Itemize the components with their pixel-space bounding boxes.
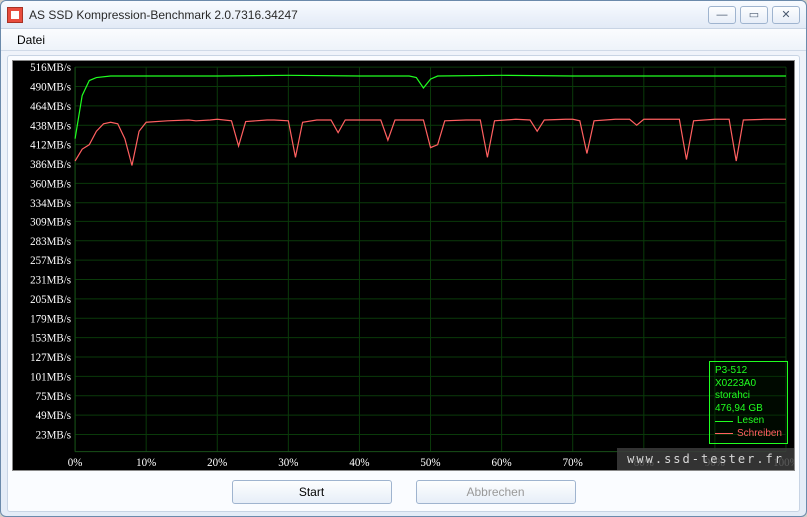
menubar: Datei	[1, 29, 806, 51]
svg-text:23MB/s: 23MB/s	[36, 429, 71, 441]
legend-write: Schreiben	[715, 428, 782, 441]
device-driver: storahci	[715, 390, 782, 403]
svg-text:257MB/s: 257MB/s	[30, 255, 71, 267]
titlebar[interactable]: AS SSD Kompression-Benchmark 2.0.7316.34…	[1, 1, 806, 29]
window-title: AS SSD Kompression-Benchmark 2.0.7316.34…	[29, 8, 708, 22]
device-firmware: X0223A0	[715, 378, 782, 391]
legend-read-swatch	[715, 421, 733, 422]
window-controls: — ▭ ✕	[708, 6, 800, 24]
svg-text:309MB/s: 309MB/s	[30, 216, 71, 228]
svg-text:101MB/s: 101MB/s	[30, 371, 71, 383]
svg-text:40%: 40%	[349, 457, 369, 469]
app-icon	[7, 7, 23, 23]
svg-text:360MB/s: 360MB/s	[30, 178, 71, 190]
svg-text:70%: 70%	[563, 457, 583, 469]
legend-read: Lesen	[715, 415, 782, 428]
svg-text:153MB/s: 153MB/s	[30, 333, 71, 345]
svg-text:386MB/s: 386MB/s	[30, 159, 71, 171]
svg-text:127MB/s: 127MB/s	[30, 352, 71, 364]
compression-chart: 23MB/s 49MB/s 75MB/s 101MB/s 127MB/s 153MB/s 1…	[13, 61, 794, 470]
svg-text:30%: 30%	[278, 457, 298, 469]
menu-datei[interactable]: Datei	[9, 31, 53, 49]
svg-text:205MB/s: 205MB/s	[30, 294, 71, 306]
content-panel: 23MB/s 49MB/s 75MB/s 101MB/s 127MB/s 153MB/s 1…	[7, 55, 800, 512]
chart-area: 23MB/s 49MB/s 75MB/s 101MB/s 127MB/s 153MB/s 1…	[12, 60, 795, 471]
button-row: Start Abbrechen	[12, 471, 795, 507]
svg-text:49MB/s: 49MB/s	[36, 410, 71, 422]
svg-text:464MB/s: 464MB/s	[30, 101, 71, 113]
legend-box: P3-512 X0223A0 storahci 476,94 GB Lesen …	[709, 361, 788, 444]
legend-write-swatch	[715, 433, 733, 434]
svg-text:490MB/s: 490MB/s	[30, 82, 71, 94]
svg-text:0%: 0%	[68, 457, 83, 469]
start-button[interactable]: Start	[232, 480, 392, 504]
watermark: www.ssd-tester.fr	[617, 448, 794, 470]
svg-text:412MB/s: 412MB/s	[30, 140, 71, 152]
close-button[interactable]: ✕	[772, 6, 800, 24]
maximize-button[interactable]: ▭	[740, 6, 768, 24]
device-capacity: 476,94 GB	[715, 403, 782, 416]
svg-text:60%: 60%	[492, 457, 512, 469]
svg-text:75MB/s: 75MB/s	[36, 391, 71, 403]
svg-text:10%: 10%	[136, 457, 156, 469]
legend-write-label: Schreiben	[737, 428, 782, 441]
svg-text:179MB/s: 179MB/s	[30, 313, 71, 325]
application-window: AS SSD Kompression-Benchmark 2.0.7316.34…	[0, 0, 807, 517]
svg-text:231MB/s: 231MB/s	[30, 274, 71, 286]
svg-text:516MB/s: 516MB/s	[30, 62, 71, 74]
svg-text:50%: 50%	[420, 457, 440, 469]
svg-text:20%: 20%	[207, 457, 227, 469]
svg-text:438MB/s: 438MB/s	[30, 120, 71, 132]
abort-button[interactable]: Abbrechen	[416, 480, 576, 504]
legend-read-label: Lesen	[737, 415, 764, 428]
svg-text:283MB/s: 283MB/s	[30, 236, 71, 248]
svg-text:334MB/s: 334MB/s	[30, 198, 71, 210]
minimize-button[interactable]: —	[708, 6, 736, 24]
device-model: P3-512	[715, 365, 782, 378]
